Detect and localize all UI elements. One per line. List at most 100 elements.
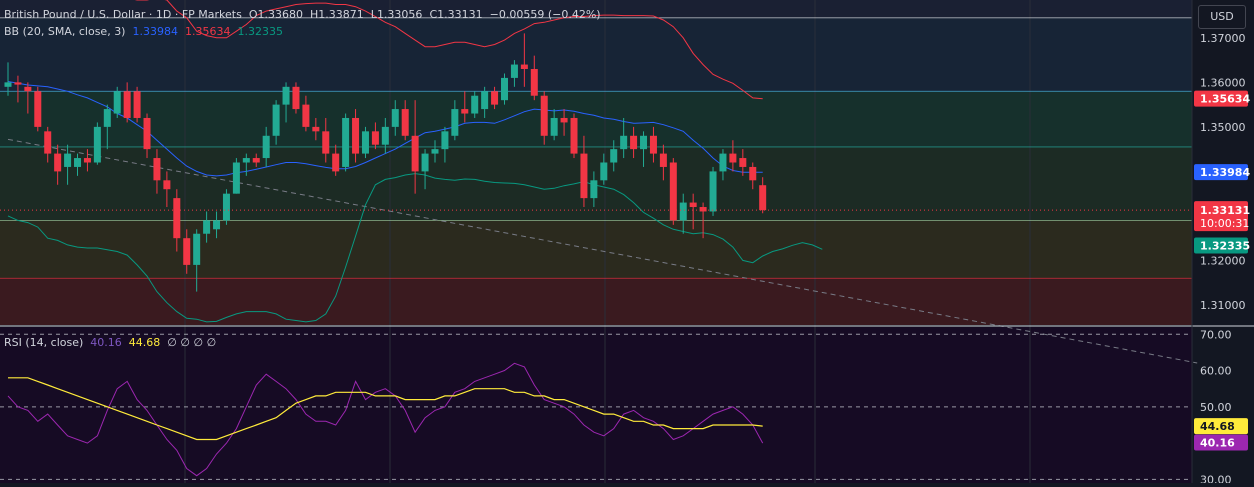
countdown-tag: 10:00:31 xyxy=(1200,217,1249,230)
rsi-tag: 40.16 xyxy=(1200,437,1235,450)
candle-body xyxy=(361,131,369,154)
candle-body xyxy=(14,82,22,85)
candle-body xyxy=(719,153,727,172)
candle-body xyxy=(699,207,707,212)
candle-body xyxy=(520,64,528,70)
rsi-extra-1: ∅ xyxy=(167,336,177,349)
candle-body xyxy=(163,180,171,190)
candles-layer xyxy=(0,33,1192,292)
rsi-tick-label: 50.00 xyxy=(1200,401,1232,414)
candle-body xyxy=(44,131,52,154)
rsi-ma-line xyxy=(8,377,763,441)
candle-body xyxy=(659,153,667,167)
rsi-value: 40.16 xyxy=(90,336,122,349)
candle-body xyxy=(183,238,191,265)
candle-body xyxy=(431,149,439,154)
rsi-extra-4: ∅ xyxy=(206,336,217,349)
bb-lower-tag-bg xyxy=(1194,237,1248,254)
candle-body xyxy=(471,95,479,114)
price-tick-label: 1.35000 xyxy=(1200,121,1246,134)
bb-upper-tag-bg xyxy=(1194,90,1248,107)
candle-body xyxy=(481,91,489,110)
bb-upper-line xyxy=(134,0,763,100)
candle-body xyxy=(143,117,151,150)
bb-basis-value: 1.33984 xyxy=(132,25,178,38)
candle-body xyxy=(213,220,221,230)
candle-body xyxy=(451,109,459,136)
candle-body xyxy=(590,180,598,199)
candle-body xyxy=(679,202,687,221)
rsi-ma-tag: 44.68 xyxy=(1200,420,1235,433)
rsi-ma-tag-bg xyxy=(1194,418,1248,435)
low-label: L xyxy=(370,8,377,21)
price-tick-label: 1.31000 xyxy=(1200,299,1246,312)
bb-upper-value: 1.35634 xyxy=(184,25,231,38)
candle-body xyxy=(262,135,270,159)
open-label: O xyxy=(248,8,258,21)
bb-basis-line xyxy=(7,81,763,177)
close-tag-bg xyxy=(1194,201,1248,232)
candle-body xyxy=(709,171,717,212)
candle-body xyxy=(302,104,310,127)
candle-body xyxy=(282,86,290,105)
price-tick-label: 1.37000 xyxy=(1200,32,1246,45)
close-value: 1.33131 xyxy=(437,8,483,21)
candle-body xyxy=(133,91,141,118)
close-label: C xyxy=(429,8,438,21)
candle-body xyxy=(411,135,419,172)
candle-body xyxy=(242,158,250,163)
currency-button[interactable]: USD xyxy=(1198,5,1246,29)
candle-body xyxy=(103,109,111,127)
rsi-extra-2: ∅ xyxy=(180,336,190,349)
candle-body xyxy=(74,158,82,167)
candle-body xyxy=(93,126,101,163)
candle-body xyxy=(352,117,360,154)
candle-body xyxy=(381,126,389,145)
candle-body xyxy=(312,126,320,132)
close-tag: 1.33131 xyxy=(1200,204,1250,217)
candle-body xyxy=(332,153,340,172)
candle-body xyxy=(252,158,260,163)
change-value: −0.00559 (−0.42%) xyxy=(489,8,601,21)
price-zone xyxy=(0,91,1192,147)
rsi-extra-3: ∅ xyxy=(193,336,204,349)
candle-body xyxy=(64,153,72,167)
bb-lower-tag: 1.32335 xyxy=(1200,240,1250,253)
price-zone xyxy=(0,17,1192,92)
candle-body xyxy=(232,162,240,194)
candle-body xyxy=(54,153,62,172)
candle-body xyxy=(491,91,499,105)
rsi-tick-label: 60.00 xyxy=(1200,365,1232,378)
candle-body xyxy=(669,162,677,221)
candle-body xyxy=(193,233,201,265)
candle-body xyxy=(530,69,538,96)
bb-basis-tag: 1.33984 xyxy=(1200,166,1250,179)
bb-upper-tag: 1.35634 xyxy=(1200,93,1250,106)
high-label: H xyxy=(310,8,319,21)
candle-body xyxy=(421,153,429,172)
bb-lower-value: 1.32335 xyxy=(237,25,283,38)
candle-body xyxy=(739,158,747,167)
candle-body xyxy=(620,135,628,150)
symbol-legend: British Pound / U.S. Dollar · 1D · FP Ma… xyxy=(4,8,601,21)
price-zone xyxy=(0,278,1192,325)
candle-body xyxy=(113,91,121,114)
candle-body xyxy=(649,135,657,154)
candle-body xyxy=(272,104,280,136)
low-value: 1.33056 xyxy=(376,8,423,21)
bb-title: BB (20, SMA, close, 3) xyxy=(4,25,126,38)
candle-body xyxy=(640,135,648,150)
candle-body xyxy=(580,153,588,199)
high-value: 1.33871 xyxy=(318,8,364,21)
rsi-tick-label: 70.00 xyxy=(1200,328,1232,341)
rsi-tick-label: 30.00 xyxy=(1200,473,1232,483)
bb-basis-tag-bg xyxy=(1194,164,1248,181)
price-tick-label: 1.36000 xyxy=(1200,76,1246,89)
rsi-line xyxy=(7,362,764,477)
candle-body xyxy=(203,220,211,234)
candle-body xyxy=(570,117,578,154)
rsi-ma-value: 44.68 xyxy=(128,336,161,349)
